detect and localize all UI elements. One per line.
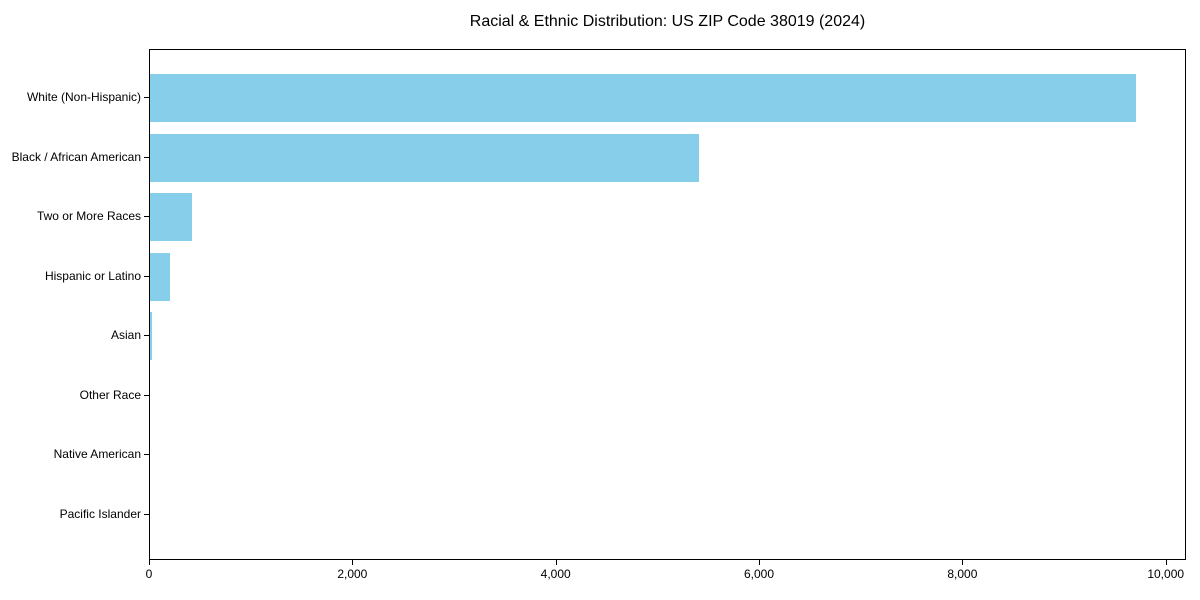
- bar-black-african-american: [150, 133, 700, 182]
- x-tick-mark: [759, 560, 761, 565]
- y-tick-label: Pacific Islander: [59, 506, 141, 521]
- x-tick-label: 10,000: [1147, 567, 1185, 581]
- x-tick-label: 8,000: [947, 567, 978, 581]
- bar-white-non-hispanic: [150, 74, 1137, 122]
- x-tick-label: 2,000: [337, 567, 368, 581]
- y-tick-mark: [144, 513, 149, 515]
- y-tick-label: Native American: [53, 447, 141, 462]
- plot-area: [149, 49, 1186, 560]
- y-tick-mark: [144, 335, 149, 337]
- y-tick-mark: [144, 275, 149, 277]
- bar-two-or-more-races: [150, 193, 192, 242]
- x-tick-label: 0: [145, 567, 153, 581]
- y-tick-label: Asian: [110, 328, 141, 343]
- x-tick-mark: [352, 560, 354, 565]
- y-tick-mark: [144, 97, 149, 98]
- x-tick-label: 6,000: [744, 567, 775, 581]
- y-tick-label: Hispanic or Latino: [44, 268, 141, 283]
- y-tick-mark: [144, 156, 149, 158]
- y-tick-label: Black / African American: [11, 149, 141, 164]
- y-tick-label: Other Race: [79, 387, 141, 402]
- x-tick-mark: [149, 560, 150, 565]
- y-tick-mark: [144, 216, 149, 218]
- chart-title: Racial & Ethnic Distribution: US ZIP Cod…: [469, 13, 866, 30]
- bar-hispanic-or-latino: [150, 252, 171, 301]
- x-tick-mark: [962, 560, 964, 565]
- y-tick-label: White (Non-Hispanic): [26, 90, 141, 104]
- x-tick-mark: [1165, 560, 1167, 565]
- y-tick-label: Two or More Races: [36, 209, 141, 224]
- y-tick-mark: [144, 454, 149, 456]
- y-tick-mark: [144, 394, 149, 396]
- x-tick-mark: [555, 560, 557, 565]
- x-tick-label: 4,000: [540, 567, 571, 581]
- bar-asian: [150, 312, 153, 361]
